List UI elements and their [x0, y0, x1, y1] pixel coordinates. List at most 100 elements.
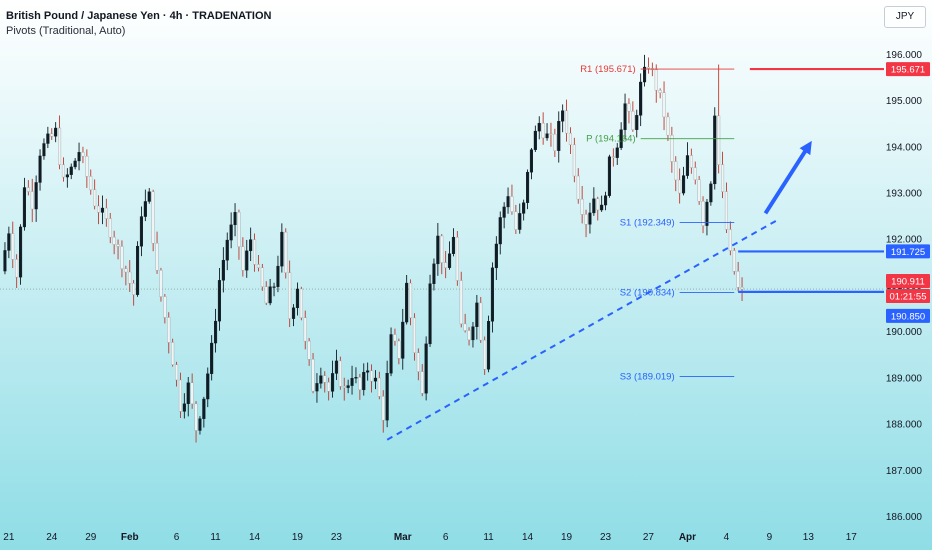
- x-tick-label: 11: [210, 532, 221, 543]
- candle-body: [377, 377, 381, 397]
- price-label-box: [886, 62, 930, 77]
- candle-body: [397, 340, 401, 359]
- candle-body: [459, 280, 463, 325]
- price-label-text: 190.911: [891, 277, 925, 288]
- candle-body: [139, 216, 144, 247]
- candle-body: [171, 342, 175, 365]
- candle-body: [167, 317, 171, 343]
- time-axis[interactable]: 21 24 29 Feb 6 11 14 19 23 Mar 6 11 14 19 23 27 Apr 4 9 13 1…: [3, 532, 857, 543]
- candle-body: [494, 243, 498, 269]
- candle-body: [658, 90, 662, 93]
- candle-body: [323, 375, 327, 383]
- candle-body: [490, 267, 495, 322]
- candle-body: [264, 286, 268, 304]
- candle-body: [292, 307, 296, 319]
- candle-body: [303, 317, 307, 342]
- candle-body: [510, 196, 514, 212]
- candle-body: [545, 133, 549, 139]
- candle-body: [128, 271, 132, 284]
- candle-body: [194, 403, 198, 431]
- x-tick-label: 24: [46, 532, 58, 543]
- candle-body: [241, 246, 245, 271]
- candle-body: [514, 211, 518, 230]
- candle-body: [237, 212, 241, 247]
- y-tick-label: 195.000: [886, 96, 923, 107]
- candle-body: [385, 373, 389, 421]
- candle-body: [588, 212, 592, 225]
- x-tick-label: 17: [846, 532, 858, 543]
- x-tick-label: 9: [767, 532, 773, 543]
- candle-body: [81, 152, 85, 157]
- candle-body: [717, 115, 721, 165]
- candle-body: [73, 160, 77, 168]
- candle-body: [34, 182, 38, 210]
- candle-body: [580, 198, 584, 215]
- candle-body: [405, 282, 409, 323]
- candle-body: [315, 383, 319, 392]
- candle-body: [631, 111, 635, 130]
- candle-body: [143, 201, 147, 217]
- candle-body: [721, 164, 725, 192]
- candle-body: [393, 334, 397, 342]
- candle-body: [22, 187, 27, 228]
- y-tick-label: 186.000: [886, 512, 923, 523]
- x-tick-label: 13: [803, 532, 815, 543]
- candle-body: [217, 280, 222, 322]
- drawings[interactable]: [386, 67, 884, 441]
- candle-body: [615, 147, 619, 158]
- y-tick-label: 189.000: [886, 373, 923, 384]
- candle-body: [268, 286, 272, 304]
- x-tick-label: 19: [292, 532, 304, 543]
- candle-body: [284, 231, 288, 273]
- candle-body: [366, 370, 370, 373]
- candle-body: [178, 379, 183, 412]
- candle-body: [26, 187, 30, 192]
- candle-body: [42, 143, 46, 157]
- candle-body: [533, 130, 537, 150]
- candle-body: [643, 66, 647, 83]
- candle-body: [229, 224, 233, 241]
- candle-body: [685, 155, 689, 176]
- candle-body: [108, 218, 112, 238]
- candle-body: [693, 167, 697, 180]
- candle-body: [307, 340, 311, 360]
- candle-body: [190, 382, 194, 405]
- price-labels: 195.671 191.725 190.911 01:21:55 190.850: [886, 62, 930, 323]
- candle-body: [272, 286, 276, 288]
- candle-body: [198, 418, 202, 431]
- candle-body: [147, 191, 151, 202]
- candle-body: [225, 239, 229, 261]
- candle-body: [654, 69, 658, 91]
- candle-body: [256, 264, 261, 268]
- y-tick-label: 188.000: [886, 420, 923, 431]
- candle-body: [346, 385, 350, 388]
- candle-body: [646, 66, 650, 69]
- candle-body: [522, 202, 526, 214]
- candle-body: [666, 116, 670, 136]
- price-label-box: [886, 274, 930, 289]
- pivot-label: S1 (192.349): [620, 218, 675, 229]
- indicator-label[interactable]: Pivots (Traditional, Auto): [6, 25, 126, 37]
- currency-button[interactable]: JPY: [884, 6, 926, 28]
- candle-body: [455, 236, 459, 281]
- y-tick-label: 187.000: [886, 466, 923, 477]
- candle-body: [463, 323, 467, 331]
- candle-body: [740, 287, 744, 290]
- x-tick-label: 23: [600, 532, 612, 543]
- candle-body: [701, 201, 705, 226]
- candle-body: [288, 272, 292, 319]
- symbol-title[interactable]: British Pound / Japanese Yen · 4h · TRAD…: [6, 10, 272, 22]
- candle-body: [342, 386, 346, 388]
- candle-body: [334, 360, 339, 374]
- candle-body: [50, 133, 54, 137]
- x-tick-label: 23: [331, 532, 343, 543]
- candle-body: [132, 283, 136, 295]
- candle-body: [370, 370, 374, 382]
- candle-body: [537, 123, 541, 132]
- candle-body: [19, 226, 23, 278]
- candle-body: [518, 213, 522, 230]
- candle-body: [38, 155, 42, 183]
- candle-body: [420, 371, 424, 394]
